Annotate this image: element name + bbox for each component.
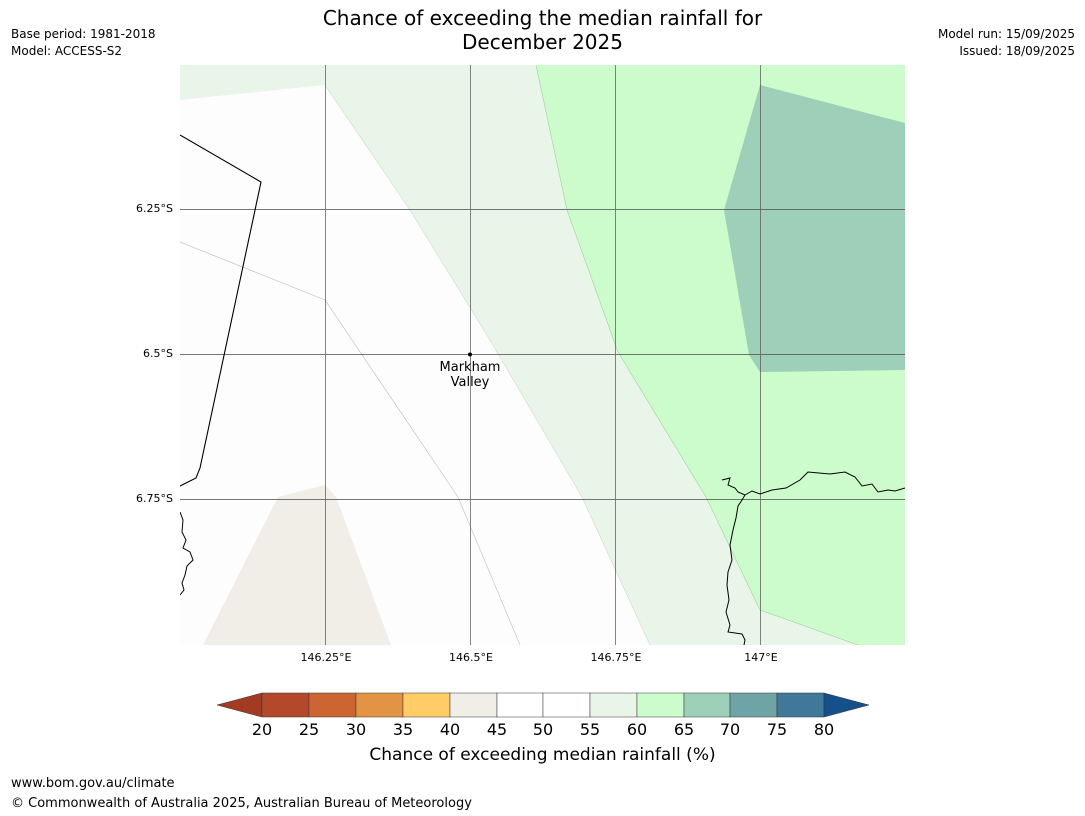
lon-label-146-75: 146.75°E	[590, 651, 642, 664]
colorbar-tick: 30	[345, 720, 367, 739]
colorbar-tick: 50	[532, 720, 554, 739]
footer-copyright: © Commonwealth of Australia 2025, Austra…	[11, 796, 472, 811]
band-40-45	[203, 485, 391, 645]
colorbar-segment-45-50	[496, 692, 544, 718]
colorbar-segment-40-45	[449, 692, 498, 718]
colorbar-segment-75-80	[776, 692, 825, 718]
colorbar-segment-35-40	[402, 692, 451, 718]
colorbar-tick: 80	[813, 720, 835, 739]
colorbar-segment-20-25	[261, 692, 310, 718]
border-line	[180, 134, 262, 487]
colorbar-extend-low	[216, 692, 263, 718]
title-line-1: Chance of exceeding the median rainfall …	[322, 6, 763, 30]
lat-label-6-75: 6.75°S	[136, 492, 173, 505]
colorbar-segment-65-70	[683, 692, 731, 718]
contour-line	[180, 241, 521, 645]
model-run: Model run: 15/09/2025	[937, 27, 1075, 41]
town-name-line-2: Valley	[450, 375, 490, 390]
coastline-west	[180, 511, 194, 596]
contour-line	[535, 65, 859, 645]
colorbar-segment-30-35	[355, 692, 404, 718]
colorbar-segment-60-65	[636, 692, 685, 718]
colorbar-tick: 35	[392, 720, 414, 739]
base-period: Base period: 1981-2018	[11, 27, 156, 41]
model-name: Model: ACCESS-S2	[11, 44, 123, 58]
lon-label-147: 147°E	[744, 651, 778, 664]
lon-label-146-5: 146.5°E	[449, 651, 493, 664]
colorbar-tick: 20	[251, 720, 273, 739]
lon-label-146-25: 146.25°E	[300, 651, 352, 664]
colorbar-tick: 60	[626, 720, 648, 739]
coastline-east	[721, 471, 905, 645]
colorbar-tick: 25	[298, 720, 320, 739]
colorbar-tick: 75	[766, 720, 788, 739]
town-label: Markham Valley	[420, 360, 520, 390]
meta-right: Model run: 15/09/2025 Issued: 18/09/2025	[938, 26, 1075, 60]
colorbar-segment-70-75	[729, 692, 778, 718]
lat-label-6-5: 6.5°S	[143, 347, 173, 360]
colorbar-tick: 40	[439, 720, 461, 739]
contour-line	[324, 84, 651, 645]
town-marker	[468, 352, 472, 357]
colorbar-title: Chance of exceeding median rainfall (%)	[369, 745, 716, 765]
footer-url[interactable]: www.bom.gov.au/climate	[11, 776, 175, 791]
colorbar-tick: 70	[719, 720, 741, 739]
map-title: Chance of exceeding the median rainfall …	[0, 6, 1085, 54]
colorbar-segment-50-55	[542, 692, 591, 718]
lat-label-6-25: 6.25°S	[136, 202, 173, 215]
colorbar	[216, 692, 870, 718]
colorbar-extend-high	[823, 692, 870, 718]
title-line-2: December 2025	[462, 30, 623, 54]
town-name-line-1: Markham	[439, 360, 501, 375]
colorbar-tick: 65	[673, 720, 695, 739]
meta-left: Base period: 1981-2018 Model: ACCESS-S2	[11, 26, 156, 60]
issued-date: Issued: 18/09/2025	[959, 44, 1075, 58]
colorbar-tick: 45	[486, 720, 508, 739]
colorbar-segment-55-60	[589, 692, 638, 718]
colorbar-segment-25-30	[308, 692, 357, 718]
colorbar-tick: 55	[579, 720, 601, 739]
band-65-70	[724, 85, 905, 372]
